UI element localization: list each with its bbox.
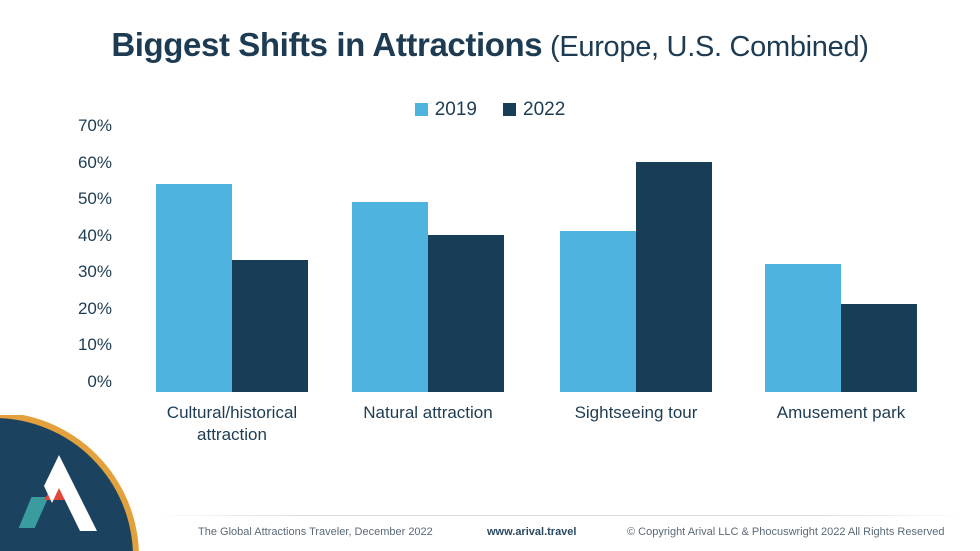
page-title: Biggest Shifts in Attractions (Europe, U… bbox=[0, 26, 980, 64]
bar-group bbox=[352, 136, 504, 392]
y-axis-tick: 0% bbox=[87, 372, 112, 391]
bar-group bbox=[560, 136, 712, 392]
y-axis-tick: 70% bbox=[77, 116, 112, 135]
page-title-main: Biggest Shifts in Attractions bbox=[111, 26, 543, 63]
bar-2019[interactable] bbox=[765, 264, 841, 392]
square-swatch-icon bbox=[503, 103, 516, 116]
x-axis-label-line: attraction bbox=[197, 424, 267, 444]
legend-label: 2022 bbox=[523, 99, 566, 120]
y-axis-tick: 40% bbox=[77, 225, 112, 245]
y-axis: 70% 60% 50% 40% 30% 20% 10% 0% bbox=[46, 116, 112, 392]
footer-source-text: The Global Attractions Traveler, Decembe… bbox=[198, 526, 433, 538]
legend-label: 2019 bbox=[434, 99, 477, 120]
x-axis-label: Natural attraction bbox=[323, 402, 533, 424]
chart-legend: 2019 2022 bbox=[0, 100, 980, 119]
x-axis-label-line: Amusement park bbox=[776, 403, 906, 422]
bar-2022[interactable] bbox=[841, 304, 917, 392]
footer-divider bbox=[150, 515, 970, 516]
legend-item-2019[interactable]: 2019 bbox=[414, 99, 477, 120]
x-axis-label-line: Sightseeing tour bbox=[574, 403, 698, 422]
x-axis-label-line: Natural attraction bbox=[363, 403, 493, 422]
x-axis-label: Amusement park bbox=[736, 402, 946, 424]
x-axis-label: Sightseeing tour bbox=[531, 402, 741, 424]
bar-series-area bbox=[120, 136, 950, 392]
bar-2022[interactable] bbox=[428, 234, 504, 392]
bar-group bbox=[156, 136, 308, 392]
y-axis-tick: 10% bbox=[77, 335, 112, 355]
x-axis: Cultural/historical attraction Natural att… bbox=[120, 402, 950, 452]
y-axis-tick: 20% bbox=[77, 298, 112, 318]
y-axis-tick: 30% bbox=[77, 262, 112, 282]
page-title-subtitle: (Europe, U.S. Combined) bbox=[542, 31, 869, 63]
bar-group bbox=[765, 136, 917, 392]
bar-2019[interactable] bbox=[352, 201, 428, 392]
y-axis-tick: 50% bbox=[77, 189, 112, 209]
bar-2022[interactable] bbox=[232, 260, 308, 392]
bar-2019[interactable] bbox=[560, 231, 636, 392]
legend-item-2022[interactable]: 2022 bbox=[503, 100, 565, 119]
x-axis-label: Cultural/historical attraction bbox=[127, 402, 337, 446]
footer-copyright-text: © Copyright Arival LLC & Phocuswright 20… bbox=[627, 526, 945, 538]
bar-2019[interactable] bbox=[156, 183, 232, 392]
x-axis-label-line: Cultural/historical bbox=[166, 403, 298, 422]
square-swatch-icon bbox=[414, 103, 428, 116]
footer-website-link[interactable]: www.arival.travel bbox=[487, 526, 577, 538]
bar-2022[interactable] bbox=[636, 161, 712, 392]
y-axis-tick: 60% bbox=[77, 152, 112, 172]
footer: The Global Attractions Traveler, Decembe… bbox=[0, 515, 980, 551]
